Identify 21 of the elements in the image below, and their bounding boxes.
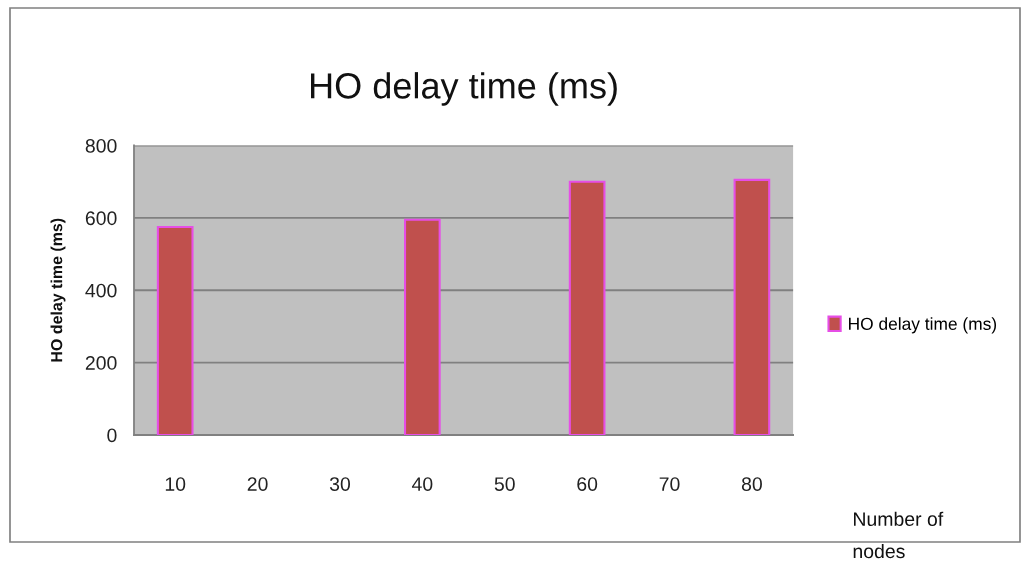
y-tick-label: 800 (85, 138, 117, 153)
x-tick-label: 30 (329, 477, 351, 491)
chart-title: HO delay time (ms) (311, 72, 617, 106)
y-axis-title: HO delay time (ms) (50, 218, 66, 362)
legend-label: HO delay time (ms) (849, 317, 997, 334)
bar (568, 180, 606, 436)
bar (404, 218, 441, 436)
y-tick-label: 600 (85, 211, 117, 226)
y-tick-label: 200 (85, 356, 117, 370)
x-axis-title: Number of nodes (853, 511, 944, 559)
bar (156, 225, 194, 436)
x-tick-label: 50 (494, 477, 515, 491)
x-tick-label: 40 (411, 477, 433, 491)
x-tick-label: 20 (247, 477, 268, 491)
x-tick-label: 70 (659, 477, 680, 491)
y-tick-label: 0 (107, 428, 117, 443)
x-tick-label: 80 (741, 477, 762, 491)
bar (733, 178, 771, 436)
x-tick-label: 10 (165, 477, 186, 491)
y-tick-label: 400 (85, 283, 117, 298)
x-tick-label: 60 (577, 477, 598, 491)
